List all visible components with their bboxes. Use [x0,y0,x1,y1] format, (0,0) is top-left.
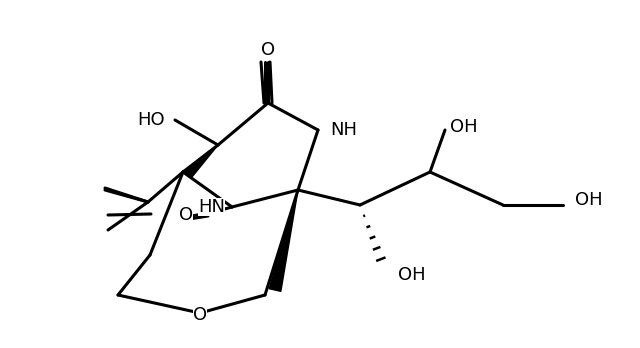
Polygon shape [184,145,218,177]
Text: O: O [261,41,275,59]
Text: OH: OH [575,191,603,209]
Text: HN: HN [198,198,225,216]
Text: OH: OH [398,266,426,284]
Text: O: O [193,306,207,324]
Text: OH: OH [450,118,477,136]
Text: NH: NH [330,121,357,139]
Text: HO: HO [138,111,165,129]
Polygon shape [269,190,298,291]
Text: O: O [179,206,193,224]
